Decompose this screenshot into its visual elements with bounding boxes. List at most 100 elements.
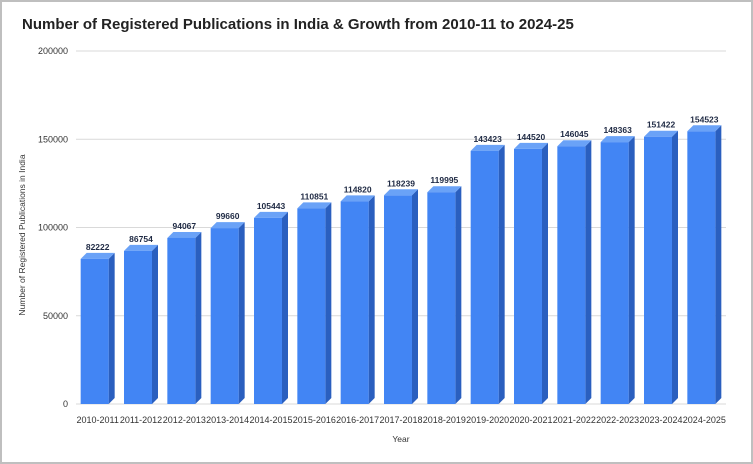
bar	[210, 222, 245, 404]
bar-value-label: 82222	[86, 242, 110, 252]
bar	[254, 211, 288, 404]
bar-top	[167, 231, 202, 238]
bar-side	[368, 195, 375, 404]
bar-side	[542, 142, 548, 405]
bar-top	[644, 130, 678, 137]
bar-side	[152, 244, 158, 404]
x-axis-label: Year	[392, 434, 409, 444]
bar-front	[80, 258, 109, 404]
bar-value-label: 118239	[387, 178, 415, 188]
bar	[167, 231, 202, 404]
bar-side	[282, 211, 288, 404]
bar-front	[600, 142, 629, 405]
bar-front	[470, 150, 499, 404]
y-tick-label: 50000	[43, 311, 68, 321]
bar	[557, 140, 592, 404]
bar-side	[412, 189, 418, 404]
bar	[124, 244, 158, 404]
bar-value-label: 154523	[690, 114, 719, 124]
chart-title: Number of Registered Publications in Ind…	[22, 16, 574, 33]
bar-front	[167, 237, 196, 404]
bar-side	[325, 202, 332, 404]
y-axis-label: Number of Registered Publications in Ind…	[17, 154, 27, 315]
x-tick-label: 2016-2017	[336, 415, 379, 425]
bar-top	[427, 186, 462, 193]
bar-value-label: 86754	[129, 234, 153, 244]
bar	[644, 130, 678, 404]
bar-front	[124, 250, 152, 404]
y-tick-label: 150000	[38, 134, 68, 144]
bar-value-label: 105443	[257, 201, 286, 211]
bar-value-label: 114820	[344, 184, 372, 194]
bar	[297, 202, 332, 404]
bar-top	[687, 125, 722, 132]
bar	[514, 142, 548, 405]
x-tick-label: 2012-2013	[163, 415, 206, 425]
bar-side	[108, 252, 115, 404]
bar	[600, 136, 635, 405]
bar-value-label: 110851	[300, 191, 328, 201]
x-tick-label: 2013-2014	[206, 415, 249, 425]
bar-value-label: 99660	[216, 211, 240, 221]
bar-side	[238, 222, 245, 404]
bar-front	[340, 201, 369, 404]
bar-top	[557, 140, 592, 147]
bar	[470, 144, 505, 404]
x-tick-label: 2017-2018	[379, 415, 422, 425]
x-tick-label: 2022-2023	[596, 415, 639, 425]
bar-value-label: 143423	[473, 134, 502, 144]
bar-top	[340, 195, 375, 202]
y-axis-ticks: 0 50000 100000 150000 200000	[38, 46, 68, 409]
bar-side	[715, 125, 722, 404]
bar	[80, 252, 115, 404]
bar-front	[384, 195, 412, 404]
bar-front	[254, 217, 282, 404]
bar-front	[514, 148, 542, 404]
bar-side	[455, 186, 462, 404]
bar-value-label: 148363	[603, 125, 632, 135]
bar-top	[124, 244, 158, 251]
bar-front	[557, 146, 586, 404]
x-tick-label: 2015-2016	[293, 415, 336, 425]
bar-value-label: 144520	[517, 132, 546, 142]
bar-front	[687, 131, 716, 404]
bar-top	[470, 144, 505, 151]
y-tick-label: 0	[63, 399, 68, 409]
x-tick-label: 2019-2020	[466, 415, 509, 425]
bar	[427, 186, 462, 404]
x-tick-label: 2011-2012	[120, 415, 162, 425]
bar-side	[585, 140, 592, 404]
bar	[340, 195, 375, 404]
bar-top	[600, 136, 635, 143]
bar-top	[514, 142, 548, 149]
x-tick-label: 2021-2022	[553, 415, 596, 425]
bar	[384, 189, 418, 404]
bar-front	[644, 136, 672, 404]
x-tick-label: 2014-2015	[249, 415, 292, 425]
bar-value-label: 119995	[430, 175, 458, 185]
bar-top	[210, 222, 245, 229]
y-tick-label: 100000	[38, 223, 68, 233]
bar-front	[427, 192, 456, 404]
bar-front	[210, 228, 239, 404]
x-tick-label: 2023-2024	[639, 415, 682, 425]
x-tick-label: 2018-2019	[423, 415, 466, 425]
bar-value-label: 151422	[647, 120, 676, 130]
x-tick-label: 2010-2011	[76, 415, 118, 425]
bar-top	[80, 252, 115, 259]
bar-side	[195, 231, 202, 404]
bar-top	[297, 202, 332, 209]
bar-top	[254, 211, 288, 218]
bar-side	[628, 136, 635, 405]
bar-value-label: 146045	[560, 129, 589, 139]
bar-side	[672, 130, 678, 404]
x-tick-label: 2024-2025	[683, 415, 726, 425]
bars: 82222 86754 94067 99660 105443 110851 114820 11…	[80, 114, 722, 405]
bar	[687, 125, 722, 404]
bar-side	[498, 144, 505, 404]
x-axis-ticks: 2010-2011 2011-2012 2012-2013 2013-2014 2014…	[76, 415, 725, 425]
x-tick-label: 2020-2021	[509, 415, 552, 425]
y-tick-label: 200000	[38, 46, 68, 56]
